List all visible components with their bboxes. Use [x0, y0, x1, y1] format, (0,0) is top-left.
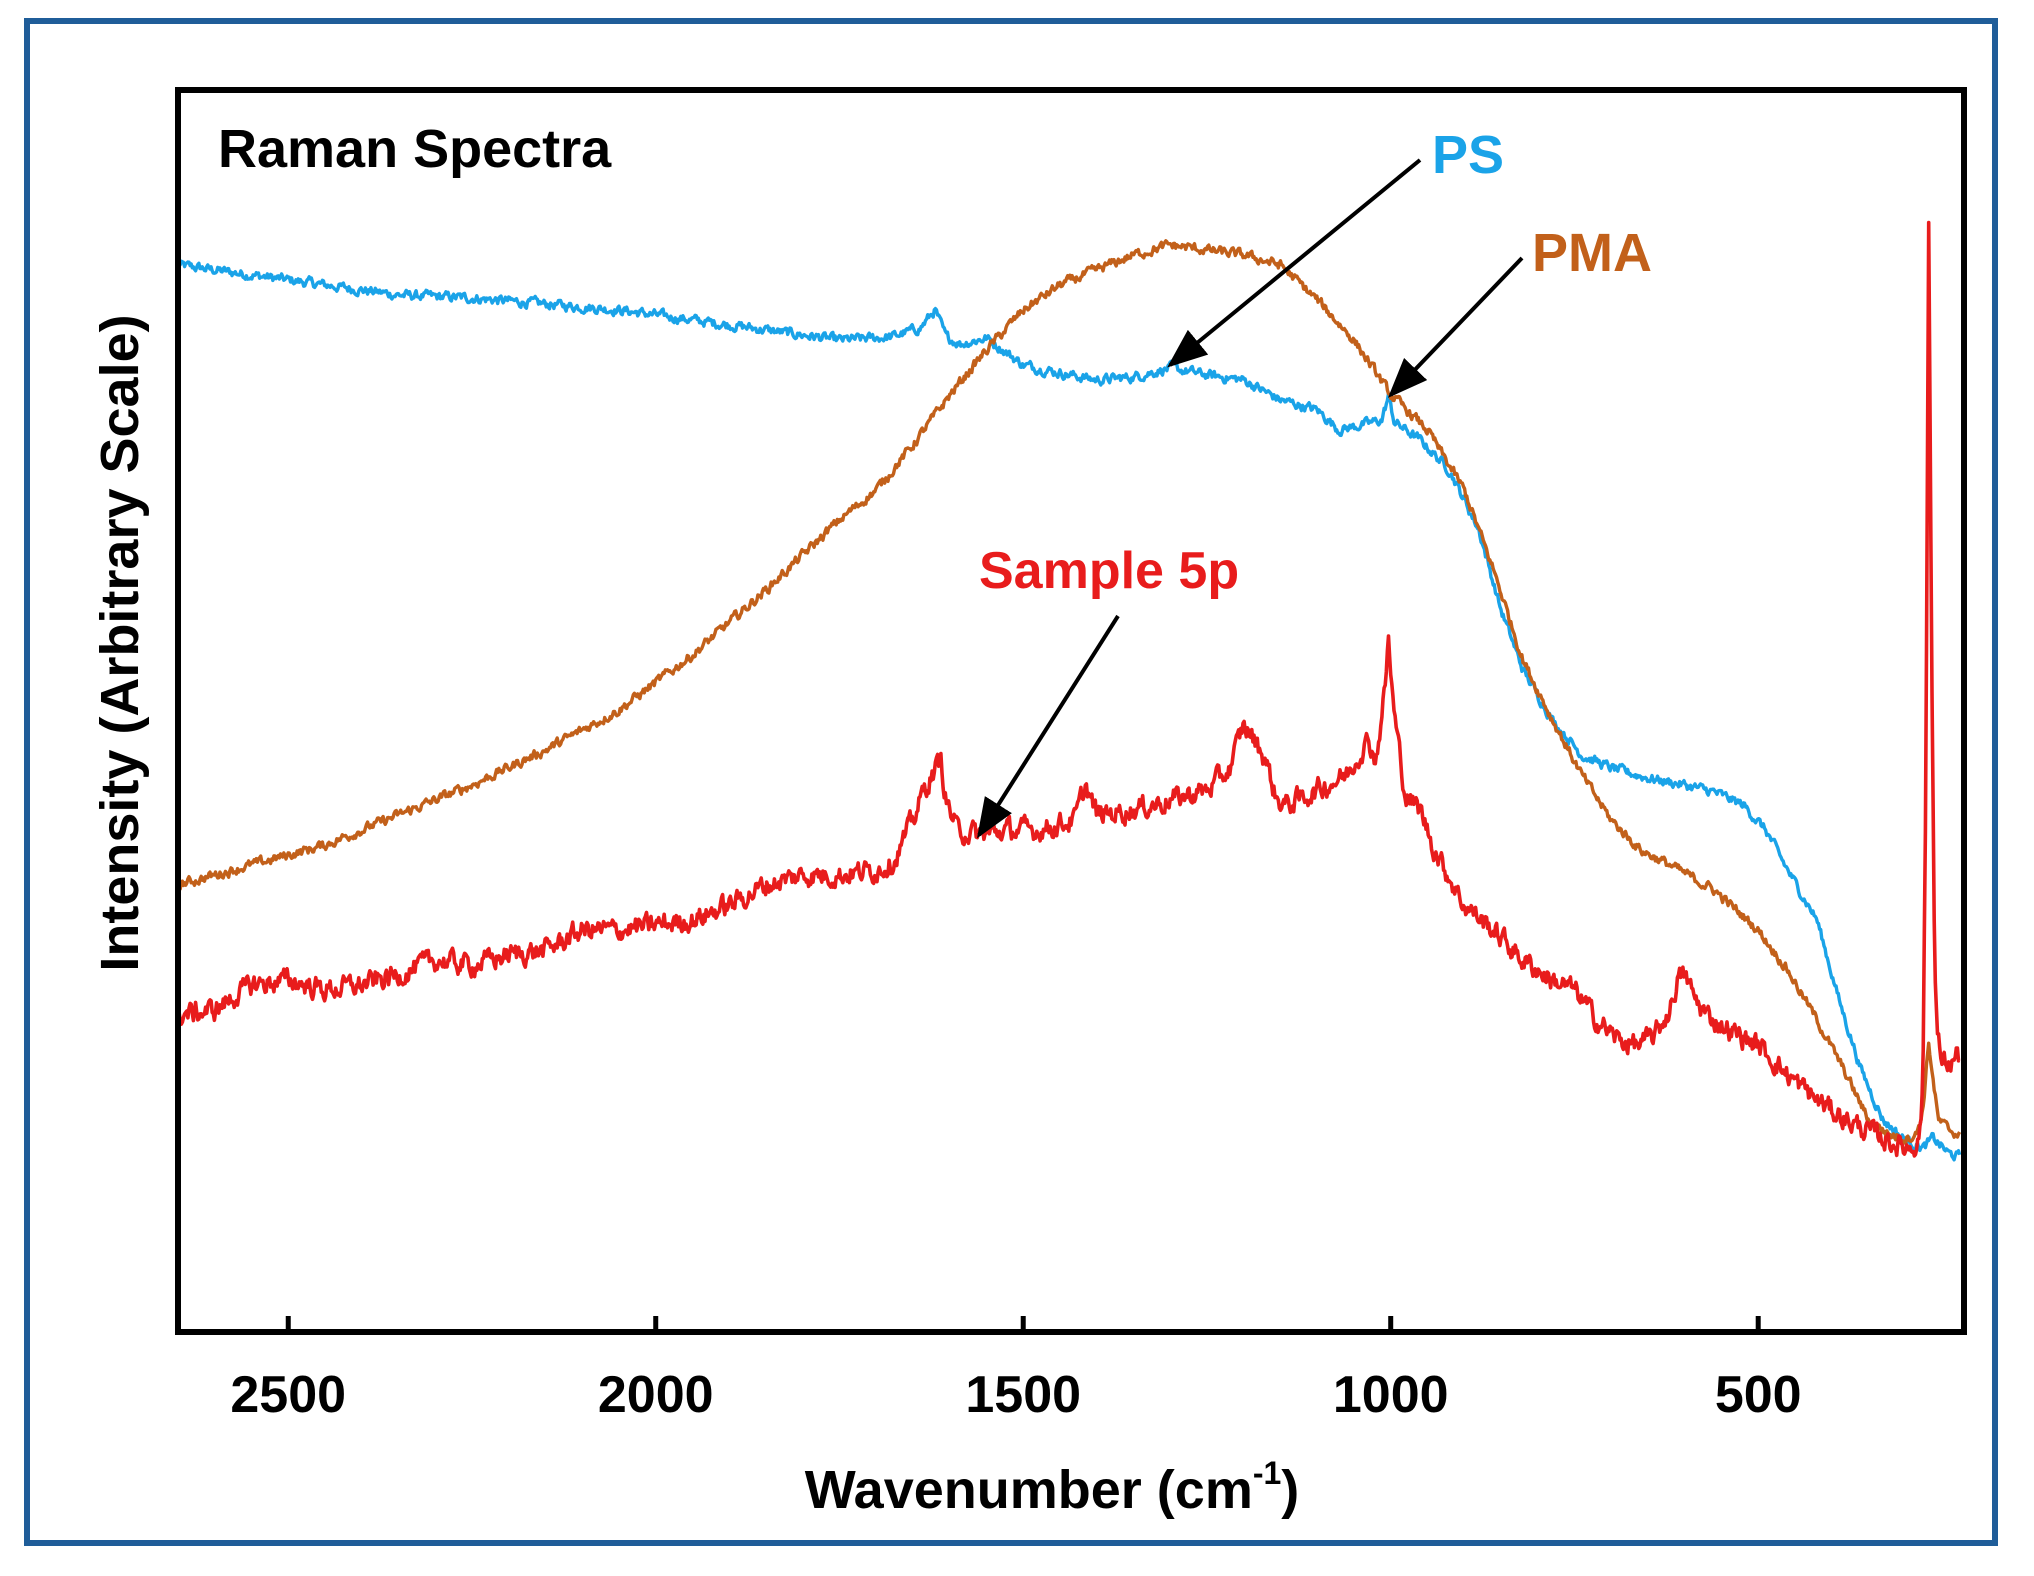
arrow-ps: [1167, 158, 1422, 368]
series-line-sample-5p: [178, 220, 1961, 1158]
x-tick-label-500: 500: [1715, 1366, 1802, 1424]
series-line-pma: [178, 239, 1962, 1146]
y-axis-label: Intensity (Arbitrary Scale): [90, 314, 150, 971]
annotation-pma: PMA: [1532, 223, 1652, 283]
series-line-ps: [178, 259, 1962, 1162]
arrow-pma: [1387, 256, 1524, 398]
x-tick-label-2000: 2000: [598, 1366, 714, 1424]
annotation-ps: PS: [1432, 125, 1504, 185]
annotation-sample-5p: Sample 5p: [979, 542, 1239, 600]
arrow-sample-5p: [976, 614, 1120, 839]
x-tick-label-1500: 1500: [965, 1366, 1081, 1424]
chart-title: Raman Spectra: [218, 119, 612, 179]
plot-area-border: [175, 87, 1967, 1335]
x-axis-label: Wavenumber (cm-1): [805, 1455, 1300, 1520]
x-tick-label-2500: 2500: [230, 1366, 346, 1424]
x-tick-label-1000: 1000: [1333, 1366, 1449, 1424]
